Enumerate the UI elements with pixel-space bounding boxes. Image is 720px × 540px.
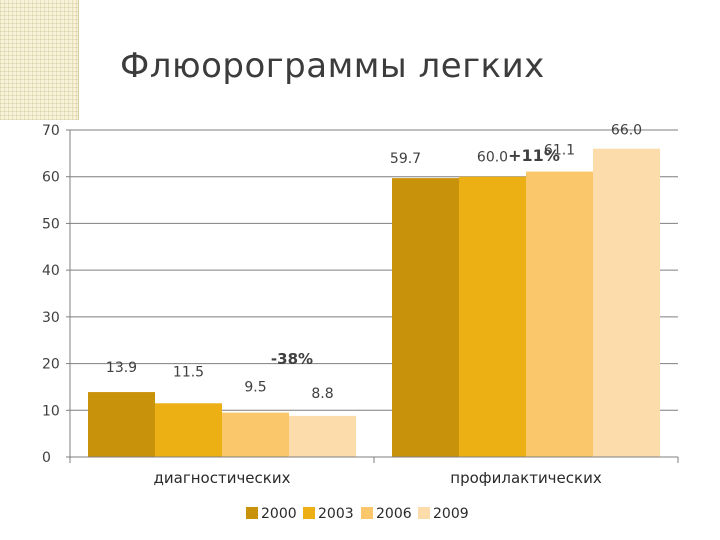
- bar: [392, 178, 459, 457]
- data-label: 60.0: [477, 150, 508, 166]
- legend-label: 2009: [433, 506, 469, 522]
- y-tick-label: 20: [42, 357, 60, 373]
- bar: [222, 412, 289, 457]
- y-tick-label: 30: [42, 310, 60, 326]
- decorative-divider: [78, 0, 79, 120]
- y-tick-label: 40: [42, 263, 60, 279]
- data-labels: 13.9 11.5 9.5 8.8 59.7 60.0 61.1 66.0: [106, 123, 642, 402]
- data-label: 11.5: [173, 364, 204, 380]
- bar: [593, 148, 660, 457]
- y-tick-label: 0: [42, 450, 51, 466]
- annotations: -38% +11%: [271, 146, 560, 368]
- category-labels: диагностических профилактических: [154, 469, 602, 487]
- bars: [88, 148, 660, 457]
- y-axis-ticks: 0 10 20 30 40 50 60 70: [42, 123, 60, 466]
- axes: [69, 130, 679, 463]
- bar: [88, 392, 155, 457]
- y-tick-label: 70: [42, 123, 60, 139]
- bar: [526, 171, 593, 457]
- legend: 2000 2003 2006 2009: [246, 506, 469, 522]
- change-annotation: +11%: [508, 146, 560, 165]
- data-label: 61.1: [544, 143, 575, 159]
- data-label: 9.5: [244, 380, 266, 396]
- y-tick-label: 60: [42, 170, 60, 186]
- legend-label: 2000: [261, 506, 297, 522]
- legend-swatch: [246, 507, 258, 519]
- page-title: Флюорограммы легких: [120, 46, 545, 86]
- legend-label: 2006: [376, 506, 412, 522]
- legend-label: 2003: [318, 506, 354, 522]
- legend-swatch: [418, 507, 430, 519]
- data-label: 66.0: [611, 123, 642, 139]
- y-tick-label: 50: [42, 216, 60, 232]
- data-label: 59.7: [390, 151, 421, 167]
- change-annotation: -38%: [271, 350, 313, 368]
- decorative-pattern: [0, 0, 78, 120]
- y-tick-label: 10: [42, 403, 60, 419]
- bar: [289, 415, 356, 457]
- legend-swatch: [361, 507, 373, 519]
- data-label: 13.9: [106, 360, 137, 376]
- category-label: профилактических: [450, 469, 602, 487]
- category-label: диагностических: [154, 469, 291, 487]
- bar: [459, 176, 526, 457]
- legend-swatch: [303, 507, 315, 519]
- bar: [155, 403, 222, 457]
- data-label: 8.8: [311, 386, 333, 402]
